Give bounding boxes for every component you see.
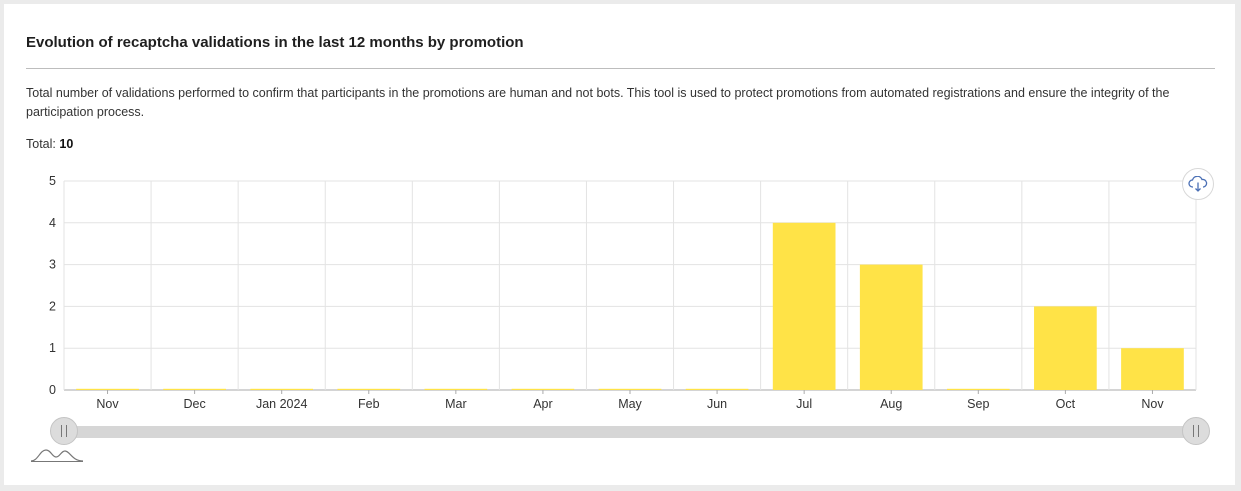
y-tick-label: 1 [49,341,56,355]
bar-dec[interactable] [163,388,226,390]
y-tick-label: 4 [49,216,56,230]
y-tick-label: 0 [49,383,56,397]
x-tick-label: Nov [1141,397,1164,411]
x-tick-label: Jun [707,397,727,411]
bar-mar[interactable] [424,388,488,390]
bar-jun[interactable] [685,388,749,390]
grid [63,180,1197,391]
x-tick-label: Jul [796,397,812,411]
bar-oct[interactable] [1034,306,1097,390]
total-summary: Total: 10 [26,137,73,151]
bar-jan-2024[interactable] [250,388,314,390]
title-divider [26,68,1215,69]
download-button[interactable] [1182,168,1214,200]
total-value: 10 [59,137,74,151]
bar-sep[interactable] [946,388,1010,390]
bar-nov[interactable] [76,388,139,390]
bar-feb[interactable] [337,388,401,390]
x-tick-label: Sep [967,397,989,411]
bar-aug[interactable] [859,264,923,390]
x-tick-label: Mar [445,397,467,411]
x-tick-label: Dec [183,397,205,411]
bar-jul[interactable] [772,222,836,390]
y-axis: 0 1 2 3 4 5 [49,174,56,397]
x-tick-label: Nov [96,397,119,411]
chart-description: Total number of validations performed to… [26,86,1170,119]
x-axis: Nov Dec Jan 2024 Feb Mar Apr May Jun Jul Aug Sep Oc… [96,390,1164,411]
range-slider-start-handle[interactable] [50,417,78,445]
x-tick-label: May [618,397,642,411]
bars [76,222,1184,390]
y-tick-label: 5 [49,174,56,188]
y-tick-label: 3 [49,258,56,272]
x-tick-label: Aug [880,397,902,411]
x-tick-label: Feb [358,397,380,411]
bar-nov[interactable] [1121,348,1184,390]
range-slider-track[interactable] [64,426,1196,438]
distribution-curve-icon [30,449,84,462]
y-tick-label: 2 [49,299,56,313]
total-label: Total: [26,137,56,151]
chart-card: Evolution of recaptcha validations in th… [4,4,1235,485]
bar-chart: 0 1 2 3 4 5 Nov Dec Jan 2024 Feb Mar Apr May Jun Jul A… [49,174,1197,411]
x-tick-label: Oct [1056,397,1076,411]
bar-may[interactable] [598,388,662,390]
grip-icon [1193,425,1199,437]
range-slider-end-handle[interactable] [1182,417,1210,445]
x-tick-label: Jan 2024 [256,397,307,411]
cloud-download-icon [1188,176,1208,192]
grip-icon [61,425,67,437]
chart-title: Evolution of recaptcha validations in th… [26,34,524,51]
bar-apr[interactable] [511,388,575,390]
x-tick-label: Apr [533,397,552,411]
